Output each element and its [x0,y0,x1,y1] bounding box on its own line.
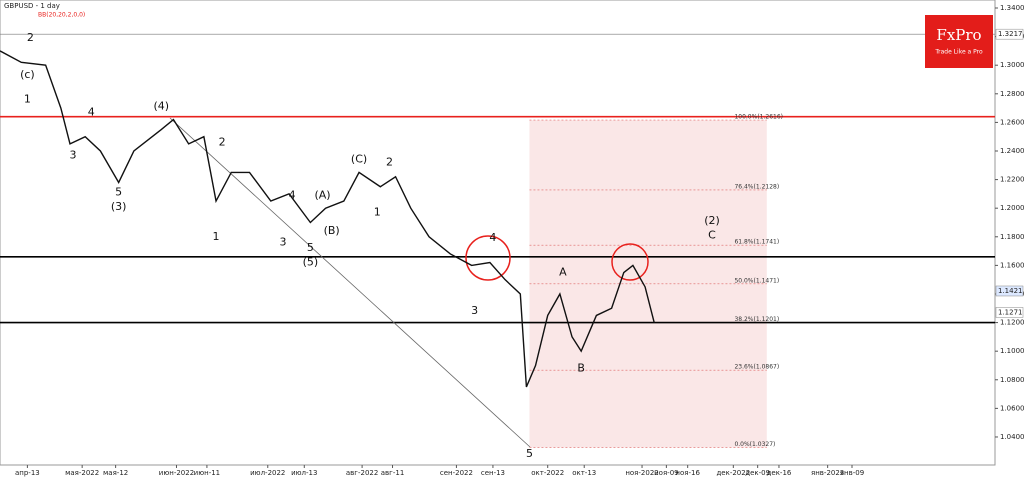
x-tick-label: дек-2022 [716,469,750,477]
y-tick-label: 1.1800 [1000,233,1024,241]
x-tick-label: июл-2022 [250,469,285,477]
x-tick-label: дек-09 [745,469,770,477]
wave-label: B [577,361,585,374]
x-tick-label: дек-16 [767,469,792,477]
wave-label: 4 [88,105,95,118]
wave-label: (2) [704,214,720,227]
wave-label: 2 [386,155,393,168]
x-tick-label: сен-13 [481,469,505,477]
fib-label: 38.2%(1.1201) [734,316,779,323]
x-tick-label: ноя-09 [654,469,679,477]
wave-label: 4 [489,231,496,244]
x-tick-label: янв-09 [840,469,864,477]
wave-label: 5 [307,241,314,254]
x-tick-label: сен-2022 [440,469,473,477]
price-label: 1.1271 [998,308,1023,316]
wave-label: 3 [279,236,286,249]
wave-label: 3 [471,304,478,317]
y-tick-label: 1.2600 [1000,118,1024,126]
x-tick-label: окт-13 [572,469,596,477]
y-tick-label: 1.0800 [1000,376,1024,384]
price-label-box [995,28,1024,40]
fib-label: 50.0%(1.1471) [734,277,779,284]
y-tick-label: 1.1200 [1000,319,1024,327]
wave-label: 5 [115,185,122,198]
x-tick-label: мая-2022 [65,469,99,477]
y-tick-label: 1.3400 [1000,4,1024,12]
y-tick-label: 1.2800 [1000,90,1024,98]
x-tick-label: окт-2022 [531,469,564,477]
wave-label: (3) [111,200,127,213]
fib-label: 61.8%(1.1741) [734,239,779,246]
y-tick-label: 1.2200 [1000,176,1024,184]
x-tick-label: июн-2022 [159,469,194,477]
y-tick-label: 1.1000 [1000,347,1024,355]
wave-label: 1 [374,205,381,218]
fib-label: 76.4%(1.2128) [734,183,779,190]
wave-label: 1 [213,230,220,243]
wave-label: 4 [289,188,296,201]
price-label-box [995,307,1024,318]
price-line [0,50,655,388]
x-tick-label: июл-13 [291,469,317,477]
price-label-box [995,285,1024,297]
wave-label: A [559,266,567,279]
indicator-label: BB(20,20,2,0,0) [38,12,85,19]
logo-box [925,15,993,68]
fib-label: 0.0%(1.0327) [734,441,775,448]
price-label: 1.3217 [998,30,1023,38]
wave-label: (C) [351,153,367,166]
x-tick-label: ноя-2022 [625,469,658,477]
wave-label: (c) [20,68,35,81]
x-tick-label: янв-2023 [811,469,844,477]
logo: FxPro [936,26,981,44]
y-tick-label: 1.0400 [1000,433,1024,441]
plot-frame [0,0,996,466]
wave-label: 5 [526,447,533,460]
x-tick-label: июн-11 [194,469,220,477]
wave-label: (B) [324,224,340,237]
y-tick-label: 1.0600 [1000,404,1024,412]
wave-label: 3 [70,148,77,161]
wave-label: 1 [24,93,31,106]
highlight-circle [611,243,649,281]
fib-label: 100.0%(1.2616) [734,114,783,121]
slogan: Trade Like a Pro [934,49,983,56]
y-tick-label: 1.2000 [1000,204,1024,212]
x-tick-label: апр-13 [15,469,40,477]
x-tick-label: авг-2022 [346,469,378,477]
wave-label: (4) [153,100,169,113]
chart-title: GBPUSD - 1 day [4,2,60,10]
x-tick-label: мая-12 [103,469,128,477]
wave-label: 2 [219,135,226,148]
fib-label: 23.6%(1.0867) [734,364,779,371]
wave-label: 2 [27,31,34,44]
x-tick-label: авг-11 [381,469,405,477]
wave-label: (5) [303,256,319,269]
price-label: 1.1421 [998,287,1023,295]
x-tick-label: ноя-16 [675,469,700,477]
trend-line [169,117,531,448]
wave-label: C [708,228,716,241]
wave-label: (A) [314,188,330,201]
y-tick-label: 1.3000 [1000,61,1024,69]
y-tick-label: 1.2400 [1000,147,1024,155]
highlight-circle [465,235,511,281]
y-tick-label: 1.1600 [1000,261,1024,269]
